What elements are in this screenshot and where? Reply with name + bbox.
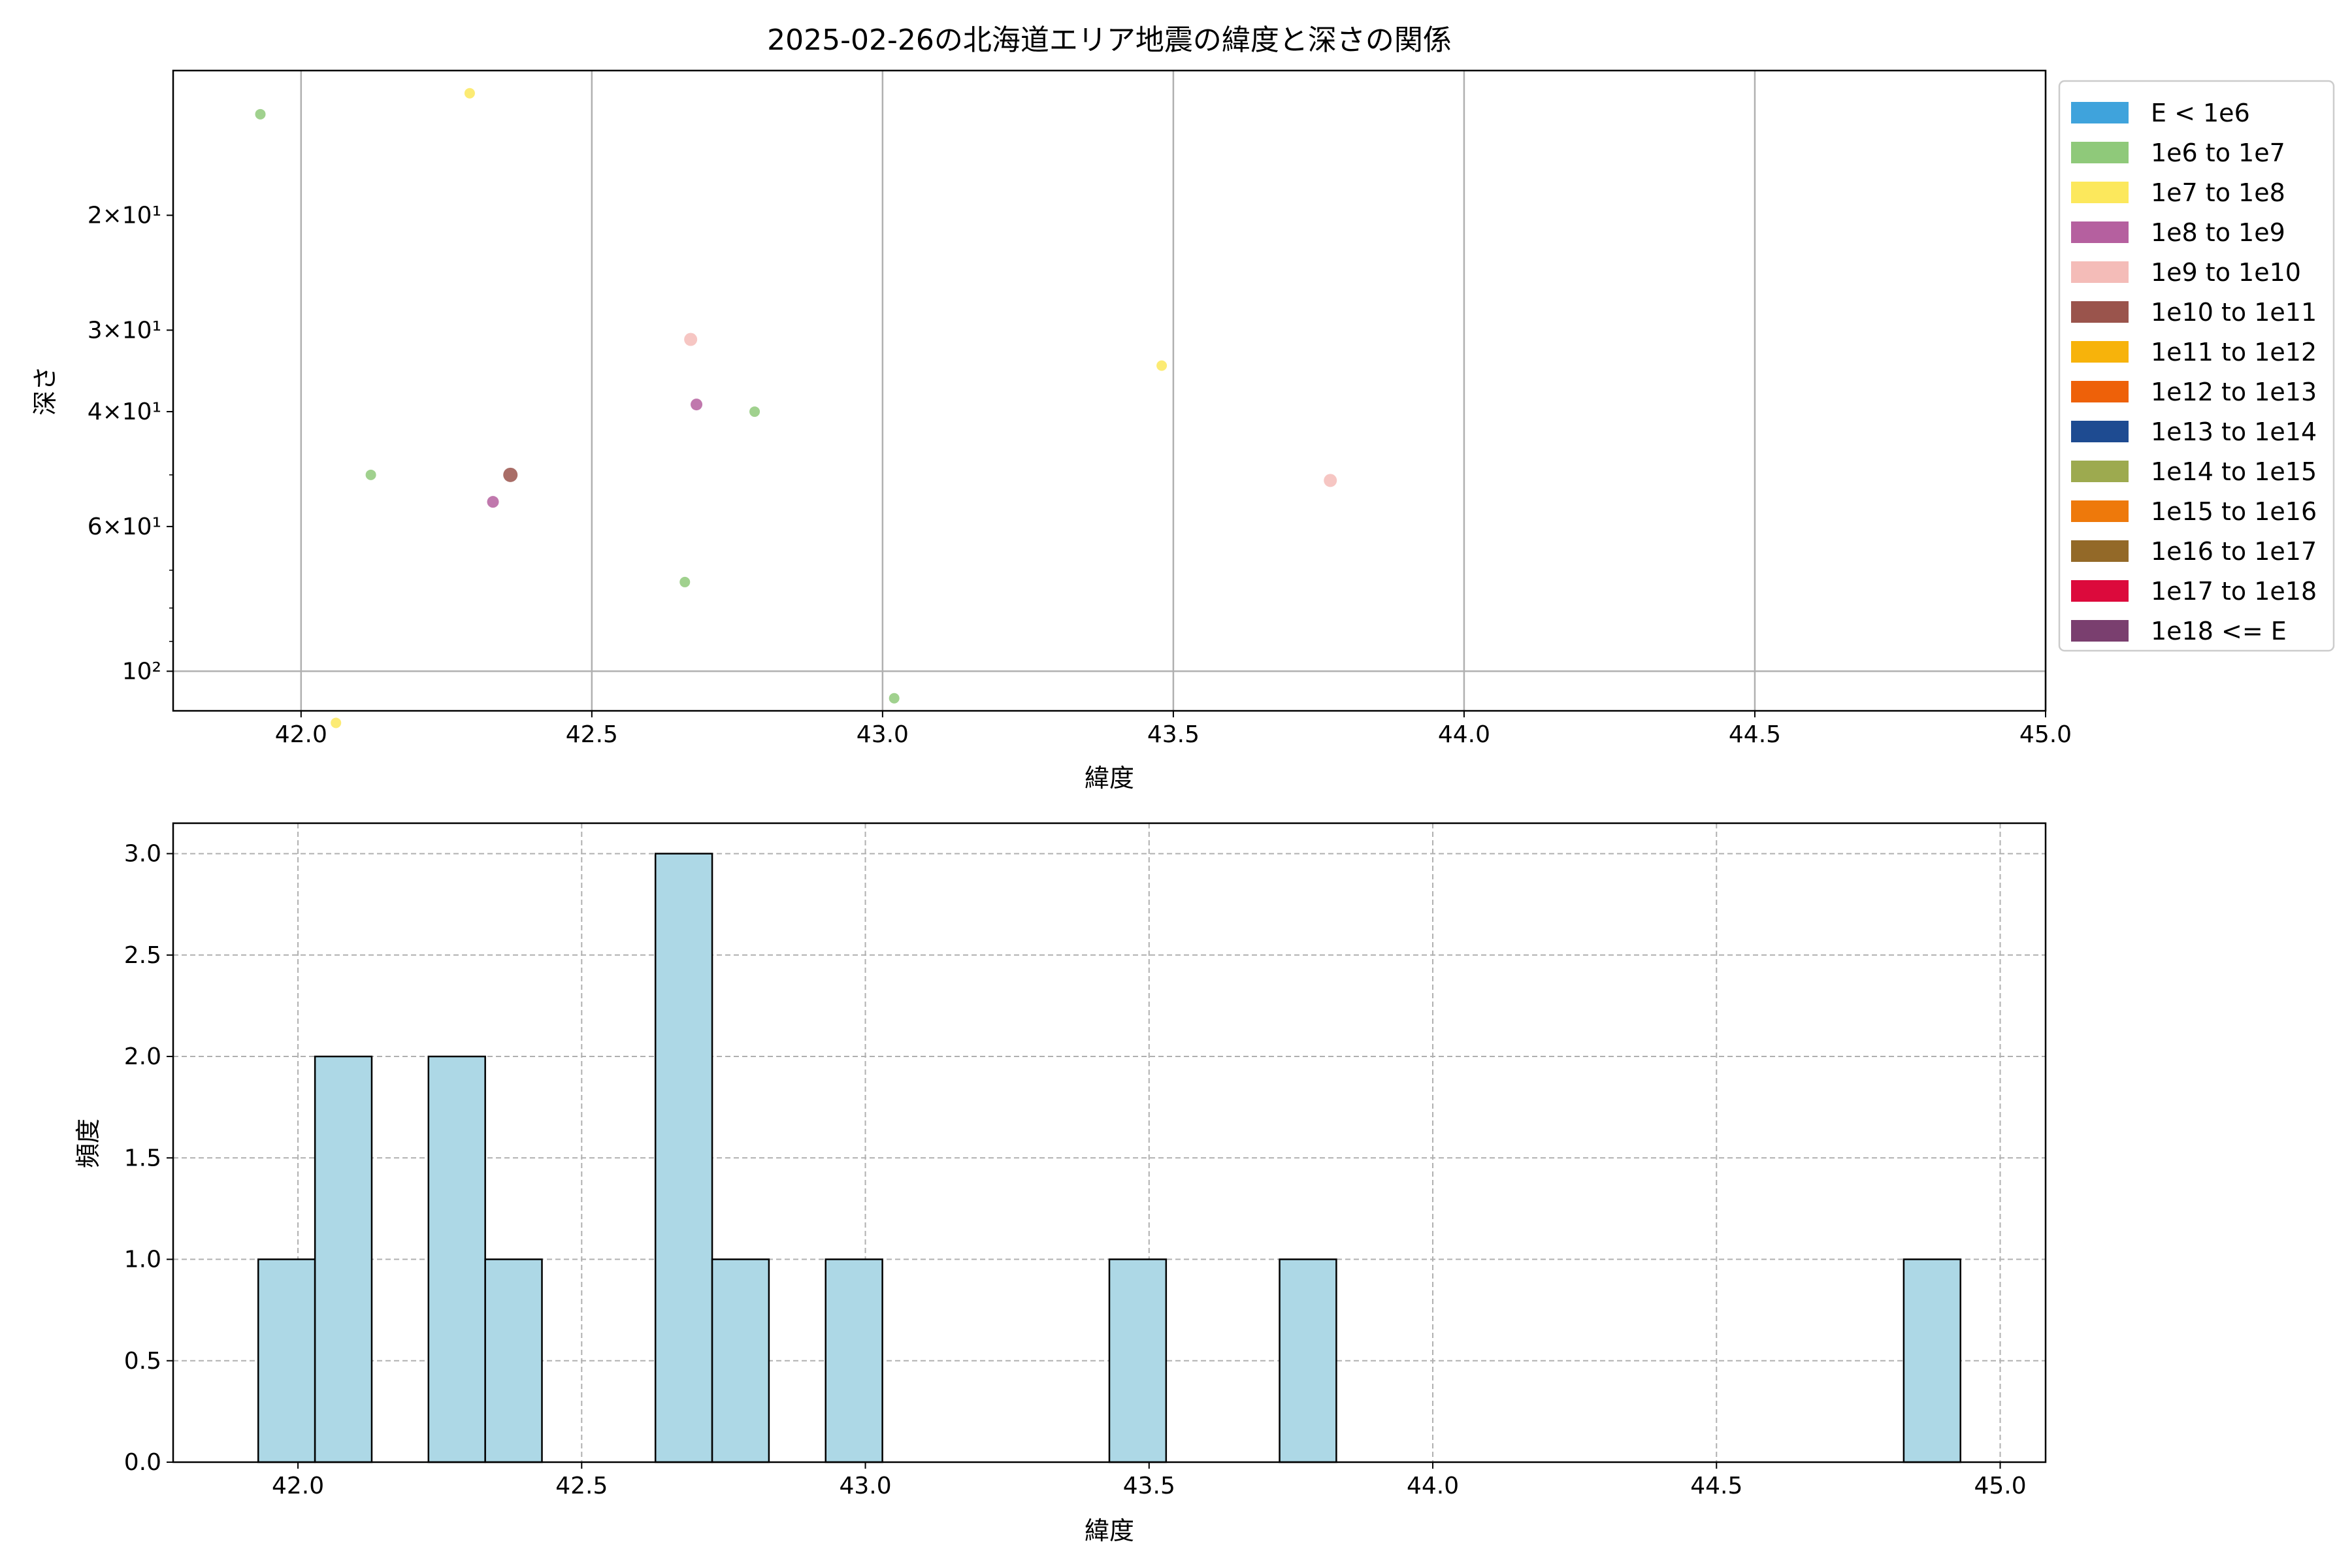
legend-swatch [2071, 102, 2129, 123]
histogram-y-ticks: 0.0 0.5 1.0 1.5 2.0 2.5 3.0 [124, 841, 173, 1476]
legend-swatch [2071, 381, 2129, 402]
scatter-point [684, 333, 698, 346]
legend-label: 1e17 to 1e18 [2151, 577, 2317, 606]
scatter-x-tick-label: 42.0 [275, 721, 327, 748]
legend-items: E < 1e6 1e6 to 1e7 1e7 to 1e8 1e8 to 1e9 1e9… [2071, 99, 2317, 645]
legend-label: E < 1e6 [2151, 99, 2250, 127]
scatter-point [331, 717, 342, 728]
histogram-bar [1279, 1258, 1337, 1463]
legend-swatch [2071, 461, 2129, 482]
legend-label: 1e7 to 1e8 [2151, 178, 2285, 207]
histogram-y-tick-label: 2.0 [124, 1043, 161, 1070]
scatter-x-tick-label: 45.0 [2019, 721, 2072, 748]
histogram-bar [314, 1055, 373, 1463]
histogram-y-tick-label: 2.5 [124, 942, 161, 969]
legend-swatch [2071, 540, 2129, 562]
histogram-bar [654, 853, 713, 1463]
legend-swatch [2071, 421, 2129, 442]
histogram-y-tick-label: 1.0 [124, 1247, 161, 1273]
histogram-x-axis-label: 緯度 [1085, 1516, 1134, 1545]
histogram-x-tick-label: 43.0 [839, 1473, 891, 1499]
scatter-point [1156, 360, 1168, 371]
legend-swatch [2071, 142, 2129, 163]
legend-label: 1e16 to 1e17 [2151, 537, 2317, 566]
histogram-x-tick-label: 45.0 [1974, 1473, 2026, 1499]
legend-label: 1e8 to 1e9 [2151, 218, 2285, 247]
histogram-y-tick-label: 1.5 [124, 1145, 161, 1171]
histogram-y-axis-label: 頻度 [74, 1119, 103, 1168]
legend-label: 1e15 to 1e16 [2151, 497, 2317, 526]
histogram-x-tick-label: 42.0 [272, 1473, 324, 1499]
scatter-point [464, 88, 475, 99]
legend: E < 1e6 1e6 to 1e7 1e7 to 1e8 1e8 to 1e9 1e9… [2058, 80, 2335, 652]
histogram-x-tick-label: 44.5 [1690, 1473, 1742, 1499]
histogram-bar [484, 1258, 543, 1463]
legend-swatch [2071, 261, 2129, 283]
scatter-x-tick-label: 44.5 [1729, 721, 1781, 748]
legend-swatch [2071, 500, 2129, 522]
scatter-point [255, 108, 266, 120]
legend-label: 1e6 to 1e7 [2151, 139, 2285, 167]
histogram-y-tick-label: 3.0 [124, 841, 161, 868]
scatter-x-tick-label: 43.5 [1147, 721, 1200, 748]
legend-label: 1e12 to 1e13 [2151, 378, 2317, 406]
scatter-y-tick-label: 2×10¹ [88, 203, 161, 229]
histogram-bar [257, 1258, 316, 1463]
scatter-plot-frame [172, 69, 2047, 712]
scatter-y-tick-label: 4×10¹ [88, 399, 161, 425]
histogram-chart: 42.0 42.5 43.0 43.5 44.0 44.5 45.0 0.0 0.5 1.0 1.… [74, 822, 2047, 1545]
legend-label: 1e9 to 1e10 [2151, 258, 2301, 287]
histogram-x-ticks: 42.0 42.5 43.0 43.5 44.0 44.5 45.0 [272, 1462, 2027, 1499]
histogram-bar [825, 1258, 883, 1463]
histogram-x-tick-label: 43.5 [1123, 1473, 1175, 1499]
scatter-y-axis-label: 深さ [31, 366, 59, 416]
scatter-point [889, 693, 900, 704]
scatter-point [691, 399, 703, 411]
histogram-y-tick-label: 0.5 [124, 1348, 161, 1375]
histogram-x-tick-label: 42.5 [555, 1473, 608, 1499]
scatter-x-axis-label: 緯度 [1085, 764, 1134, 792]
scatter-point [1324, 474, 1337, 487]
scatter-point [679, 576, 691, 587]
legend-swatch [2071, 182, 2129, 203]
scatter-y-tick-label: 6×10¹ [88, 514, 161, 540]
scatter-x-tick-label: 44.0 [1438, 721, 1490, 748]
histogram-plot-frame [172, 822, 2047, 1463]
legend-label: 1e11 to 1e12 [2151, 338, 2317, 367]
legend-swatch [2071, 301, 2129, 323]
histogram-y-tick-label: 0.0 [124, 1449, 161, 1476]
scatter-point [749, 406, 760, 417]
legend-swatch [2071, 620, 2129, 642]
chart-title: 2025-02-26の北海道エリア地震の緯度と深さの関係 [767, 24, 1452, 57]
histogram-bar [1903, 1258, 1961, 1463]
legend-swatch [2071, 341, 2129, 363]
scatter-points [255, 88, 1337, 728]
legend-label: 1e18 <= E [2151, 617, 2287, 645]
scatter-point [365, 469, 376, 480]
scatter-x-ticks: 42.0 42.5 43.0 43.5 44.0 44.5 45.0 [275, 711, 2072, 748]
scatter-y-ticks: 2×10¹ 3×10¹ 4×10¹ 6×10¹ 10² [88, 203, 173, 685]
histogram-x-tick-label: 44.0 [1407, 1473, 1459, 1499]
scatter-point [487, 496, 499, 508]
histogram-bar [1108, 1258, 1168, 1463]
scatter-point [503, 467, 518, 482]
legend-swatch [2071, 580, 2129, 602]
scatter-y-tick-label: 10² [122, 658, 161, 685]
histogram-bar [427, 1055, 486, 1463]
histogram-bar [711, 1258, 770, 1463]
scatter-chart: 2025-02-26の北海道エリア地震の緯度と深さの関係 42.0 42.5 43.… [31, 24, 2335, 792]
scatter-x-tick-label: 43.0 [857, 721, 909, 748]
legend-label: 1e14 to 1e15 [2151, 457, 2317, 486]
legend-label: 1e10 to 1e11 [2151, 298, 2317, 327]
legend-swatch [2071, 221, 2129, 243]
scatter-y-tick-label: 3×10¹ [88, 317, 161, 344]
legend-label: 1e13 to 1e14 [2151, 417, 2317, 446]
scatter-x-tick-label: 42.5 [566, 721, 618, 748]
